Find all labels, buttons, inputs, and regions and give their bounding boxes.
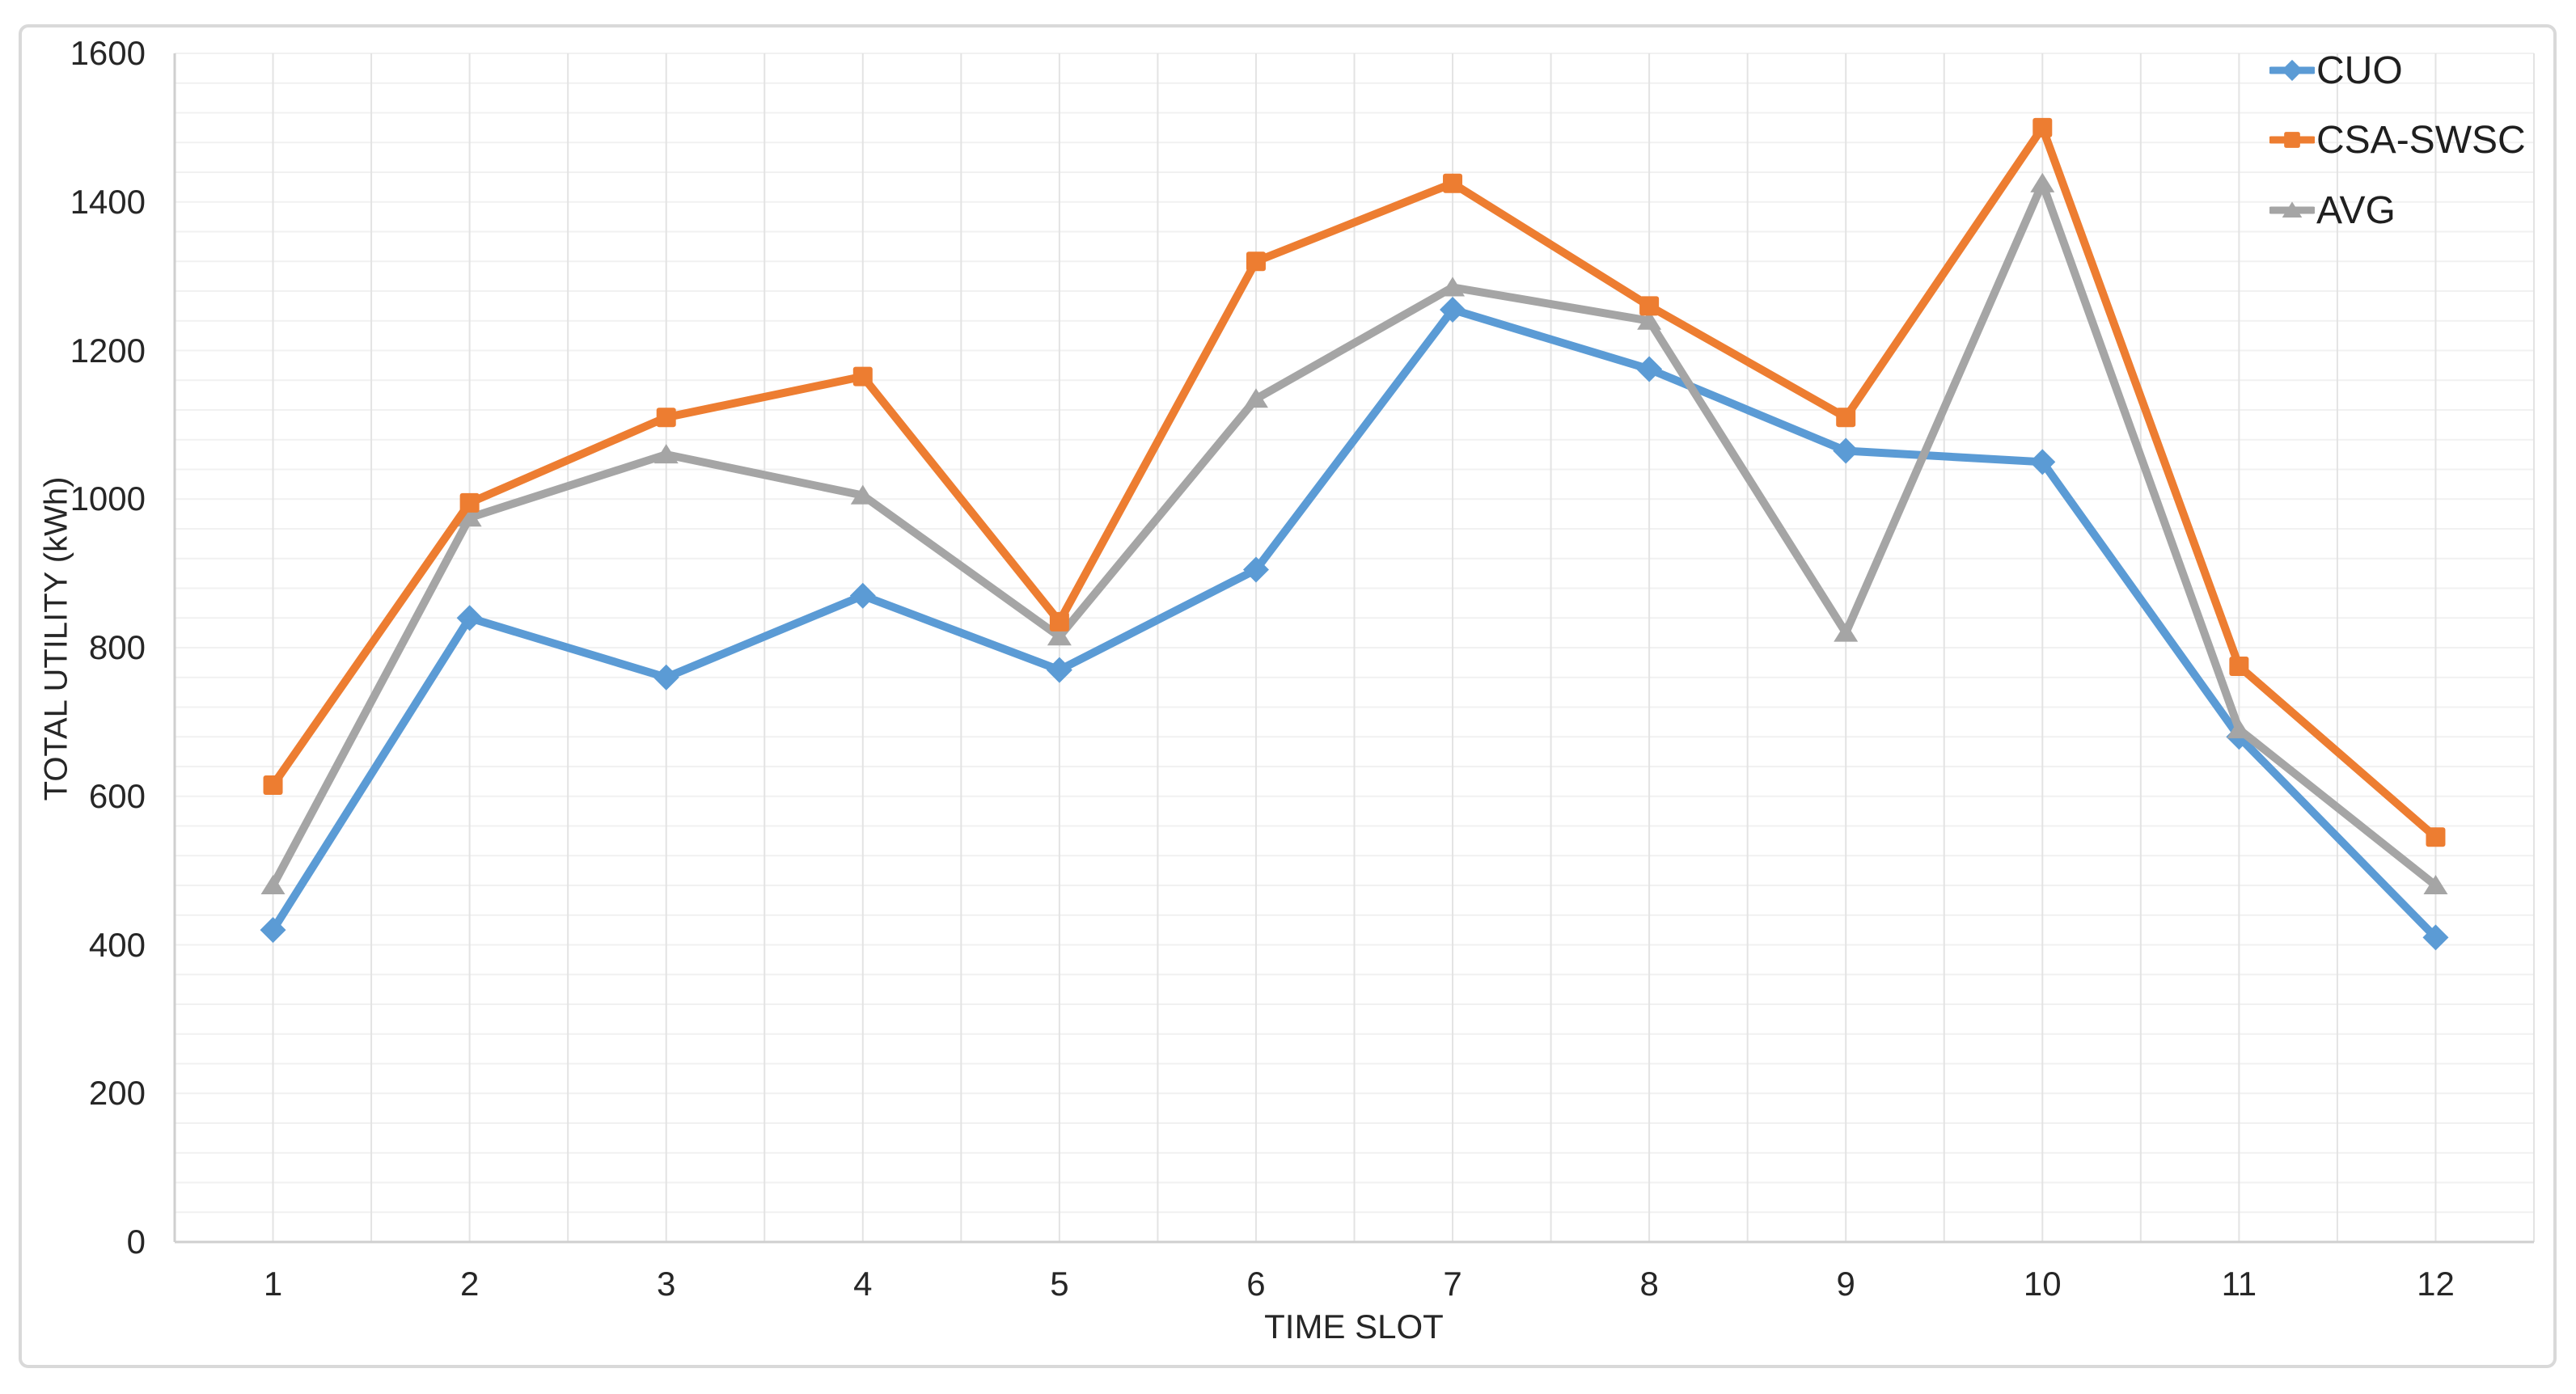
- series-marker-csa-swsc-6: [1246, 251, 1266, 272]
- series-marker-cuo-10: [2029, 449, 2056, 475]
- series-marker-avg-3: [654, 444, 679, 464]
- x-tick-label: 4: [853, 1265, 873, 1303]
- x-tick-label: 8: [1639, 1265, 1659, 1303]
- series-marker-avg-10: [2030, 172, 2055, 192]
- series-marker-csa-swsc-1: [263, 775, 283, 795]
- x-tick-label: 6: [1246, 1265, 1266, 1303]
- series-marker-cuo-4: [849, 582, 876, 609]
- series-marker-avg-12: [2423, 875, 2448, 895]
- legend-item-avg: AVG: [2269, 182, 2396, 239]
- series-marker-cuo-3: [653, 664, 679, 691]
- y-tick-label: 1400: [70, 182, 146, 221]
- legend-marker-avg: [2282, 201, 2303, 218]
- series-marker-cuo-6: [1242, 556, 1269, 583]
- x-tick-label: 11: [2221, 1265, 2257, 1303]
- x-tick-label: 9: [1836, 1265, 1855, 1303]
- diamond-marker-icon: [2269, 59, 2315, 82]
- y-tick-label: 200: [88, 1074, 146, 1113]
- series-marker-avg-6: [1243, 388, 1268, 408]
- series-marker-csa-swsc-9: [1836, 408, 1856, 428]
- legend-label: CUO: [2316, 49, 2403, 92]
- legend-marker-cuo: [2281, 59, 2303, 82]
- legend-label: CSA-SWSC: [2316, 118, 2526, 162]
- x-tick-label: 12: [2417, 1265, 2455, 1303]
- series-marker-avg-5: [1047, 626, 1072, 646]
- y-tick-label: 1000: [70, 479, 146, 518]
- series-marker-avg-7: [1440, 277, 1466, 297]
- series-marker-csa-swsc-3: [656, 408, 676, 428]
- series-line-csa-swsc: [269, 123, 2440, 842]
- x-axis-title: TIME SLOT: [1264, 1307, 1444, 1345]
- series-marker-csa-swsc-8: [1639, 296, 1660, 316]
- series-marker-cuo-8: [1636, 356, 1663, 382]
- y-tick-label: 800: [88, 628, 146, 666]
- legend-item-csa-swsc: CSA-SWSC: [2269, 112, 2526, 168]
- series-marker-csa-swsc-2: [459, 492, 480, 513]
- x-tick-label: 2: [459, 1265, 480, 1303]
- series-marker-avg-1: [260, 875, 286, 895]
- square-marker-icon: [2269, 132, 2315, 148]
- series-marker-avg-4: [850, 484, 875, 505]
- x-tick-label: 5: [1050, 1265, 1069, 1303]
- triangle-marker-icon: [2269, 201, 2315, 218]
- legend-marker-csa-swsc: [2284, 132, 2300, 148]
- y-tick-label: 1200: [70, 331, 146, 370]
- series-marker-avg-2: [457, 507, 482, 527]
- series-marker-cuo-5: [1046, 657, 1072, 683]
- series-marker-cuo-2: [456, 605, 483, 632]
- series-line-avg: [269, 179, 2440, 889]
- x-tick-label: 10: [2023, 1265, 2062, 1303]
- series-marker-csa-swsc-11: [2229, 656, 2249, 676]
- series-marker-cuo-7: [1440, 296, 1466, 323]
- series-marker-avg-8: [1637, 310, 1662, 330]
- series-line-cuo: [269, 305, 2440, 942]
- series-marker-csa-swsc-7: [1443, 173, 1463, 193]
- series-marker-csa-swsc-10: [2032, 117, 2053, 137]
- series-marker-csa-swsc-12: [2426, 827, 2446, 847]
- x-tick-label: 3: [657, 1265, 676, 1303]
- y-tick-label: 600: [88, 776, 146, 815]
- series-marker-avg-9: [1834, 622, 1859, 642]
- x-tick-label: 7: [1443, 1265, 1462, 1303]
- legend-label: AVG: [2316, 188, 2396, 232]
- series-marker-csa-swsc-4: [852, 366, 873, 387]
- legend-item-cuo: CUO: [2269, 42, 2403, 99]
- series-marker-avg-11: [2227, 719, 2252, 739]
- series-marker-cuo-9: [1833, 437, 1859, 464]
- series-marker-cuo-12: [2422, 924, 2449, 951]
- y-tick-label: 1600: [70, 34, 146, 72]
- x-tick-label: 1: [263, 1265, 283, 1303]
- series-marker-csa-swsc-5: [1049, 611, 1069, 632]
- y-tick-label: 400: [88, 925, 146, 964]
- y-tick-label: 0: [126, 1223, 146, 1261]
- series-marker-cuo-1: [260, 917, 286, 944]
